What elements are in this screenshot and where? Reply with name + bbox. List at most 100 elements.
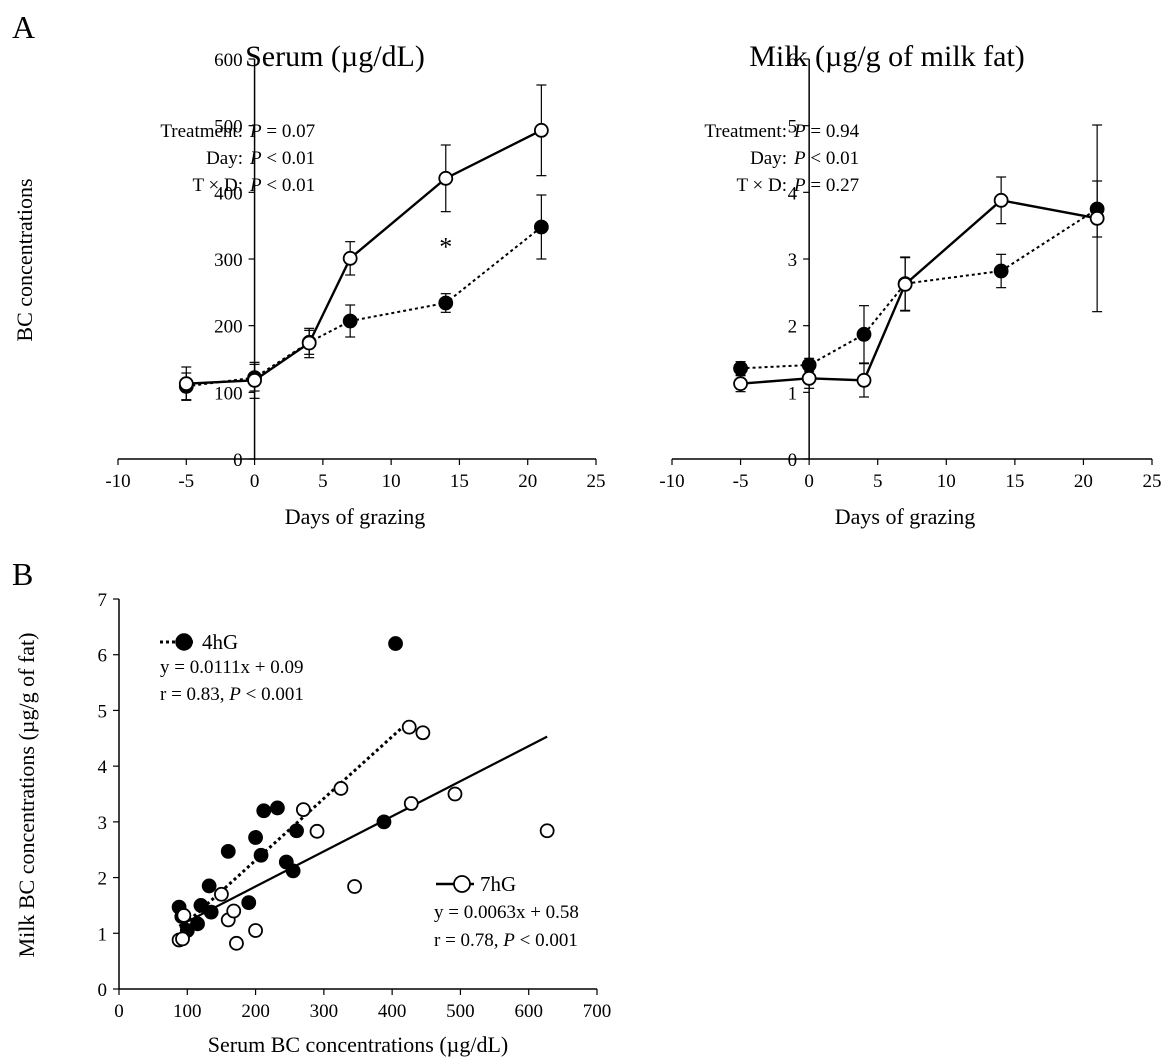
corr-y-tick-label: 7 (98, 590, 108, 611)
milk-point-open (897, 276, 913, 292)
serum-stat-day: Day: (206, 148, 243, 169)
corr-y-tick-label: 3 (98, 813, 108, 834)
serum-point-open (438, 170, 454, 186)
corr-point-4hg (220, 843, 236, 859)
milk-stat-day-value: P < 0.01 (793, 148, 859, 169)
milk-x-tick-label: 20 (1074, 471, 1093, 492)
corr-point-4hg (376, 814, 392, 830)
corr-point-4hg (289, 823, 304, 839)
milk-stats: Treatment: P = 0.94 Day: P < 0.01 T × D:… (704, 121, 859, 196)
milk-stat-interaction-value: P = 0.27 (793, 175, 859, 196)
corr-y-tick-label: 5 (98, 701, 108, 722)
serum-point-open (301, 335, 317, 351)
serum-stat-treatment-value: P = 0.07 (249, 121, 315, 142)
corr-point-4hg (190, 916, 205, 932)
corr-x-tick-label: 400 (378, 1001, 407, 1022)
corr-point-7hg (347, 879, 362, 894)
milk-x-axis-label: Days of grazing (835, 504, 976, 529)
legend-7hg-label: 7hG (480, 872, 516, 896)
corr-point-4hg (256, 803, 272, 819)
corr-point-7hg (415, 725, 431, 741)
serum-series-open-line (186, 129, 542, 385)
serum-x-tick-label: 20 (518, 471, 537, 492)
corr-point-4hg (270, 800, 285, 816)
panel-b-label: B (12, 556, 33, 592)
corr-point-4hg (285, 863, 301, 879)
corr-point-4hg (248, 830, 263, 845)
serum-point-open (178, 376, 194, 392)
milk-y-tick-label: 0 (788, 450, 798, 471)
serum-point-filled (438, 295, 454, 311)
corr-x-tick-label: 600 (514, 1001, 543, 1022)
milk-x-tick-label: -5 (733, 471, 749, 492)
corr-point-7hg (175, 931, 190, 947)
milk-y-tick-label: 6 (788, 50, 798, 71)
milk-x-tick-label: 5 (873, 471, 883, 492)
corr-y-axis-label: Milk BC concentrations (µg/g of fat) (14, 633, 39, 958)
corr-point-4hg (253, 847, 269, 863)
corr-point-4hg (241, 895, 257, 911)
milk-stat-interaction: T × D: (737, 175, 787, 196)
milk-point-open (856, 372, 872, 388)
milk-y-tick-label: 2 (788, 317, 798, 338)
serum-y-tick-label: 100 (214, 383, 243, 404)
corr-point-7hg (401, 719, 417, 735)
serum-point-filled (533, 219, 549, 235)
legend-4hg-equation: y = 0.0111x + 0.09 (160, 657, 304, 678)
serum-stat-day-value: P < 0.01 (249, 148, 315, 169)
serum-stat-interaction: T × D: (193, 175, 243, 196)
corr-y-tick-label: 6 (98, 646, 108, 667)
serum-point-open (247, 372, 262, 388)
corr-point-4hg (203, 904, 219, 920)
corr-point-7hg (333, 781, 349, 796)
milk-x-tick-label: 25 (1143, 471, 1162, 492)
corr-x-axis-label: Serum BC concentrations (µg/dL) (208, 1032, 508, 1057)
corr-point-7hg (295, 802, 311, 817)
milk-chart-title: Milk (µg/g of milk fat) (749, 40, 1025, 73)
serum-x-tick-label: 0 (250, 471, 260, 492)
milk-y-tick-label: 3 (788, 250, 798, 271)
corr-point-7hg (226, 903, 242, 919)
serum-x-tick-label: 5 (318, 471, 328, 492)
milk-x-tick-label: 15 (1005, 471, 1024, 492)
legend-7hg-marker (453, 875, 471, 893)
corr-y-tick-label: 4 (98, 757, 108, 778)
serum-stat-interaction-value: P < 0.01 (249, 175, 315, 196)
serum-point-open (533, 122, 549, 138)
serum-x-tick-label: -10 (105, 471, 130, 492)
milk-stat-treatment-value: P = 0.94 (793, 121, 860, 142)
milk-point-open (801, 370, 817, 386)
milk-point-filled (801, 357, 817, 373)
serum-x-tick-label: -5 (178, 471, 194, 492)
legend-4hg-marker (175, 633, 193, 651)
milk-series-filled-line (740, 208, 1098, 370)
milk-y-tick-label: 1 (788, 383, 798, 404)
milk-stat-day: Day: (750, 148, 787, 169)
corr-point-7hg (229, 935, 244, 951)
serum-x-tick-label: 10 (382, 471, 401, 492)
corr-point-7hg (214, 886, 229, 902)
serum-x-axis-label: Days of grazing (285, 504, 426, 529)
corr-x-tick-label: 500 (446, 1001, 475, 1022)
serum-x-tick-label: 15 (450, 471, 469, 492)
corr-x-tick-label: 100 (173, 1001, 202, 1022)
serum-y-tick-label: 200 (214, 317, 243, 338)
corr-y-tick-label: 0 (98, 980, 108, 1001)
corr-y-tick-label: 2 (98, 869, 108, 890)
serum-y-tick-label: 300 (214, 250, 243, 271)
legend-4hg: 4hG y = 0.0111x + 0.09 r = 0.83, P < 0.0… (160, 630, 304, 705)
corr-point-7hg (248, 923, 263, 938)
corr-point-7hg (447, 786, 463, 802)
milk-x-tick-label: 0 (804, 471, 814, 492)
serum-stat-treatment: Treatment: (160, 121, 243, 142)
milk-point-filled (856, 326, 872, 342)
serum-y-axis-label: BC concentrations (12, 178, 37, 341)
corr-point-7hg (309, 823, 325, 839)
legend-7hg: 7hG y = 0.0063x + 0.58 r = 0.78, P < 0.0… (434, 872, 579, 951)
corr-y-tick-label: 1 (98, 924, 108, 945)
milk-point-filled (993, 263, 1009, 279)
serum-chart: Serum (µg/dL) BC concentrations Days of … (12, 40, 606, 529)
milk-chart: Milk (µg/g of milk fat) Days of grazing … (659, 40, 1161, 529)
panel-a-label: A (12, 9, 35, 45)
